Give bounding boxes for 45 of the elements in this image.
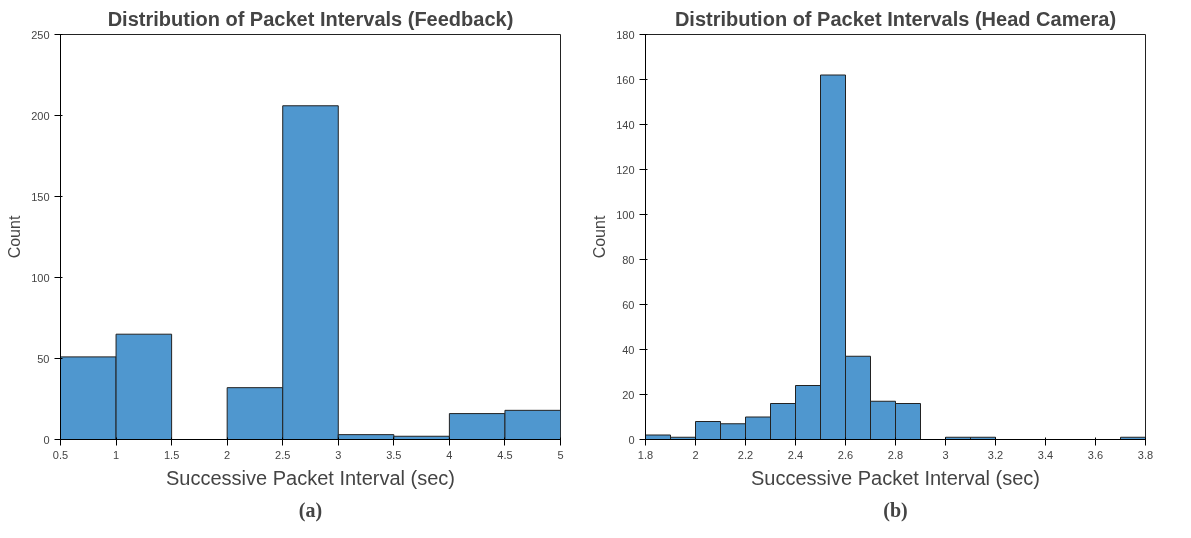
y-tick-label: 180 [616,28,635,41]
y-axis-title: Count [6,215,24,259]
x-tick-label: 2.2 [737,448,754,461]
x-tick-label: 4 [446,448,453,461]
y-tick-label: 20 [622,388,635,401]
chart-title: Distribution of Packet Intervals (Head Camera) [674,7,1117,30]
x-tick-label: 3.2 [987,448,1004,461]
x-tick-label: 1 [113,448,120,461]
x-tick-label: 3.5 [386,448,402,461]
x-tick-label: 0.5 [52,448,69,461]
x-axis-title: Successive Packet Interval (sec) [751,466,1040,489]
y-tick-label: 0 [628,433,635,446]
x-tick-label: 2.4 [787,448,804,461]
x-tick-label: 3.6 [1087,448,1104,461]
y-tick-label: 0 [43,433,50,446]
x-tick-label: 4.5 [497,448,513,461]
x-tick-label: 1.8 [637,448,654,461]
y-tick-label: 80 [622,253,635,266]
y-tick-label: 140 [616,118,635,131]
text: (b) [883,498,908,522]
x-tick-label: 3.4 [1037,448,1054,461]
x-tick-label: 1.5 [163,448,180,461]
y-tick-label: 200 [31,109,50,122]
text: (a) [298,498,323,522]
y-tick-label: 100 [616,208,635,221]
x-tick-label: 2 [224,448,231,461]
y-tick-label: 40 [622,343,635,356]
y-tick-label: 60 [622,298,635,311]
y-tick-label: 50 [37,352,50,365]
x-tick-label: 2.5 [275,448,291,461]
x-tick-label: 3.8 [1137,448,1154,461]
y-tick-label: 150 [31,190,50,203]
y-tick-label: 250 [31,28,50,41]
y-tick-label: 160 [616,73,635,86]
x-tick-label: 3 [942,448,949,461]
x-tick-label: 5 [557,448,564,461]
x-axis-title: Successive Packet Interval (sec) [166,466,455,489]
chart-title: Distribution of Packet Intervals (Feedback) [107,7,514,30]
x-tick-label: 2 [692,448,699,461]
y-tick-label: 120 [616,163,635,176]
x-tick-label: 2.8 [887,448,904,461]
y-axis-title: Count [591,215,609,259]
x-tick-label: 3 [335,448,342,461]
x-tick-label: 2.6 [837,448,854,461]
y-tick-label: 100 [31,271,50,284]
